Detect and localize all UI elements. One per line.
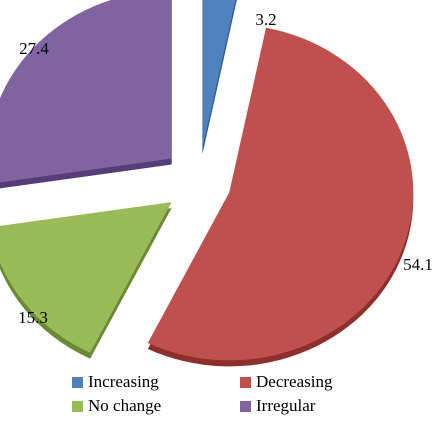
slice-decreasing [147,27,414,361]
legend-item-decreasing: Decreasing [240,372,390,392]
data-label-decreasing: 54.1 [403,255,433,274]
legend-swatch-irregular [240,400,251,412]
legend-swatch-decreasing [240,376,251,388]
data-label-increasing: 3.2 [255,10,276,29]
legend-label-irregular: Irregular [256,396,316,415]
slice-no-change [0,202,172,353]
legend-swatch-increasing [72,376,83,388]
slices [0,0,414,361]
legend-swatch-no-change [72,400,83,412]
legend: Increasing Decreasing No change Irregula… [72,372,392,416]
data-labels: 3.2 54.1 15.3 27.4 [18,10,433,327]
data-label-no-change: 15.3 [18,308,48,327]
legend-item-no-change: No change [72,396,240,416]
slice-irregular [0,0,172,183]
slice-increasing [202,0,236,149]
legend-label-increasing: Increasing [88,372,159,391]
data-label-irregular: 27.4 [19,39,49,58]
legend-label-decreasing: Decreasing [256,372,333,391]
legend-label-no-change: No change [88,396,162,415]
legend-item-irregular: Irregular [240,396,390,416]
legend-item-increasing: Increasing [72,372,240,392]
